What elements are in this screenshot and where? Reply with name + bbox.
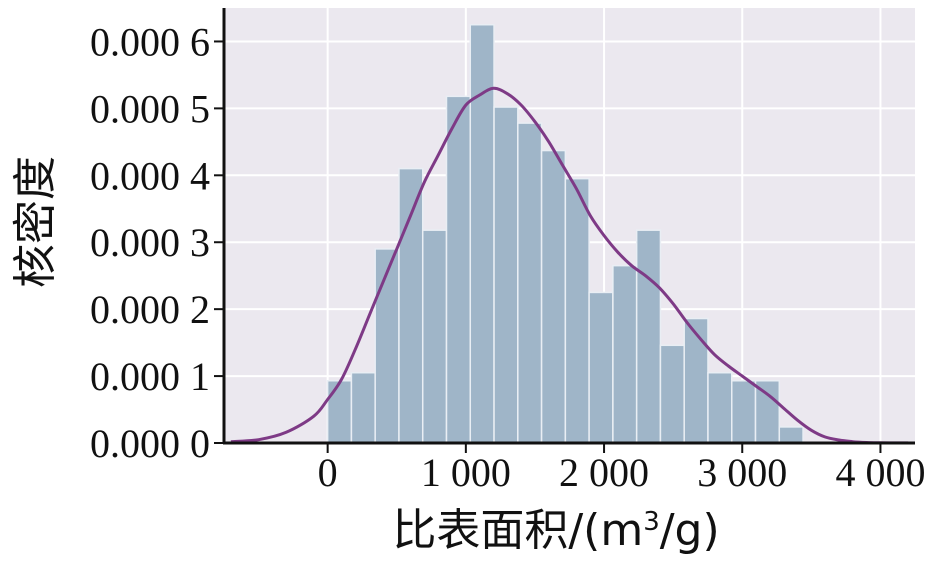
y-axis-ticks: 0.000 0 0.000 1 0.000 2 0.000 3 0.000 4 0.000… <box>90 19 224 466</box>
x-axis-title-unit-tail: /g) <box>660 505 720 556</box>
y-tick-label: 0.000 6 <box>90 19 210 64</box>
histogram-bar <box>445 95 472 444</box>
x-tick-label: 0 <box>318 450 338 495</box>
histogram-bar <box>564 177 590 444</box>
x-axis-title-main: 比表面积/(m <box>392 505 643 556</box>
y-tick-label: 0.000 2 <box>90 287 210 332</box>
histogram-bar <box>730 380 757 444</box>
x-tick-label: 3 000 <box>697 450 787 495</box>
x-axis-title: 比表面积/(m3/g) <box>392 505 719 556</box>
x-tick-label: 1 000 <box>421 450 511 495</box>
histogram-bar <box>683 317 709 444</box>
histogram-bar <box>326 380 353 444</box>
y-tick-label: 0.000 1 <box>90 354 210 399</box>
x-tick-label: 4 000 <box>835 450 925 495</box>
histogram-bar <box>612 264 638 444</box>
y-tick-label: 0.000 5 <box>90 86 210 131</box>
histogram-bar <box>350 371 376 444</box>
histogram-bar <box>635 229 662 444</box>
histogram-bar <box>374 248 400 444</box>
histogram-bar <box>421 229 448 444</box>
histogram-bar <box>493 106 519 444</box>
histogram-bar <box>517 122 543 444</box>
histogram-bar <box>398 167 424 444</box>
kde-curve <box>230 86 909 445</box>
x-axis-ticks: 0 1 000 2 000 3 000 4 000 <box>318 443 925 495</box>
histogram-bar <box>659 344 685 444</box>
y-tick-label: 0.000 0 <box>90 421 210 466</box>
histogram-bar <box>778 426 804 444</box>
histogram-bar <box>707 371 733 444</box>
histogram-bar <box>588 291 614 444</box>
y-tick-label: 0.000 3 <box>90 220 210 265</box>
y-axis-title: 核密度 <box>10 156 61 288</box>
histogram-bar <box>540 149 567 444</box>
y-tick-label: 0.000 4 <box>90 153 210 198</box>
x-tick-label: 2 000 <box>559 450 649 495</box>
x-axis-title-superscript: 3 <box>643 507 660 537</box>
